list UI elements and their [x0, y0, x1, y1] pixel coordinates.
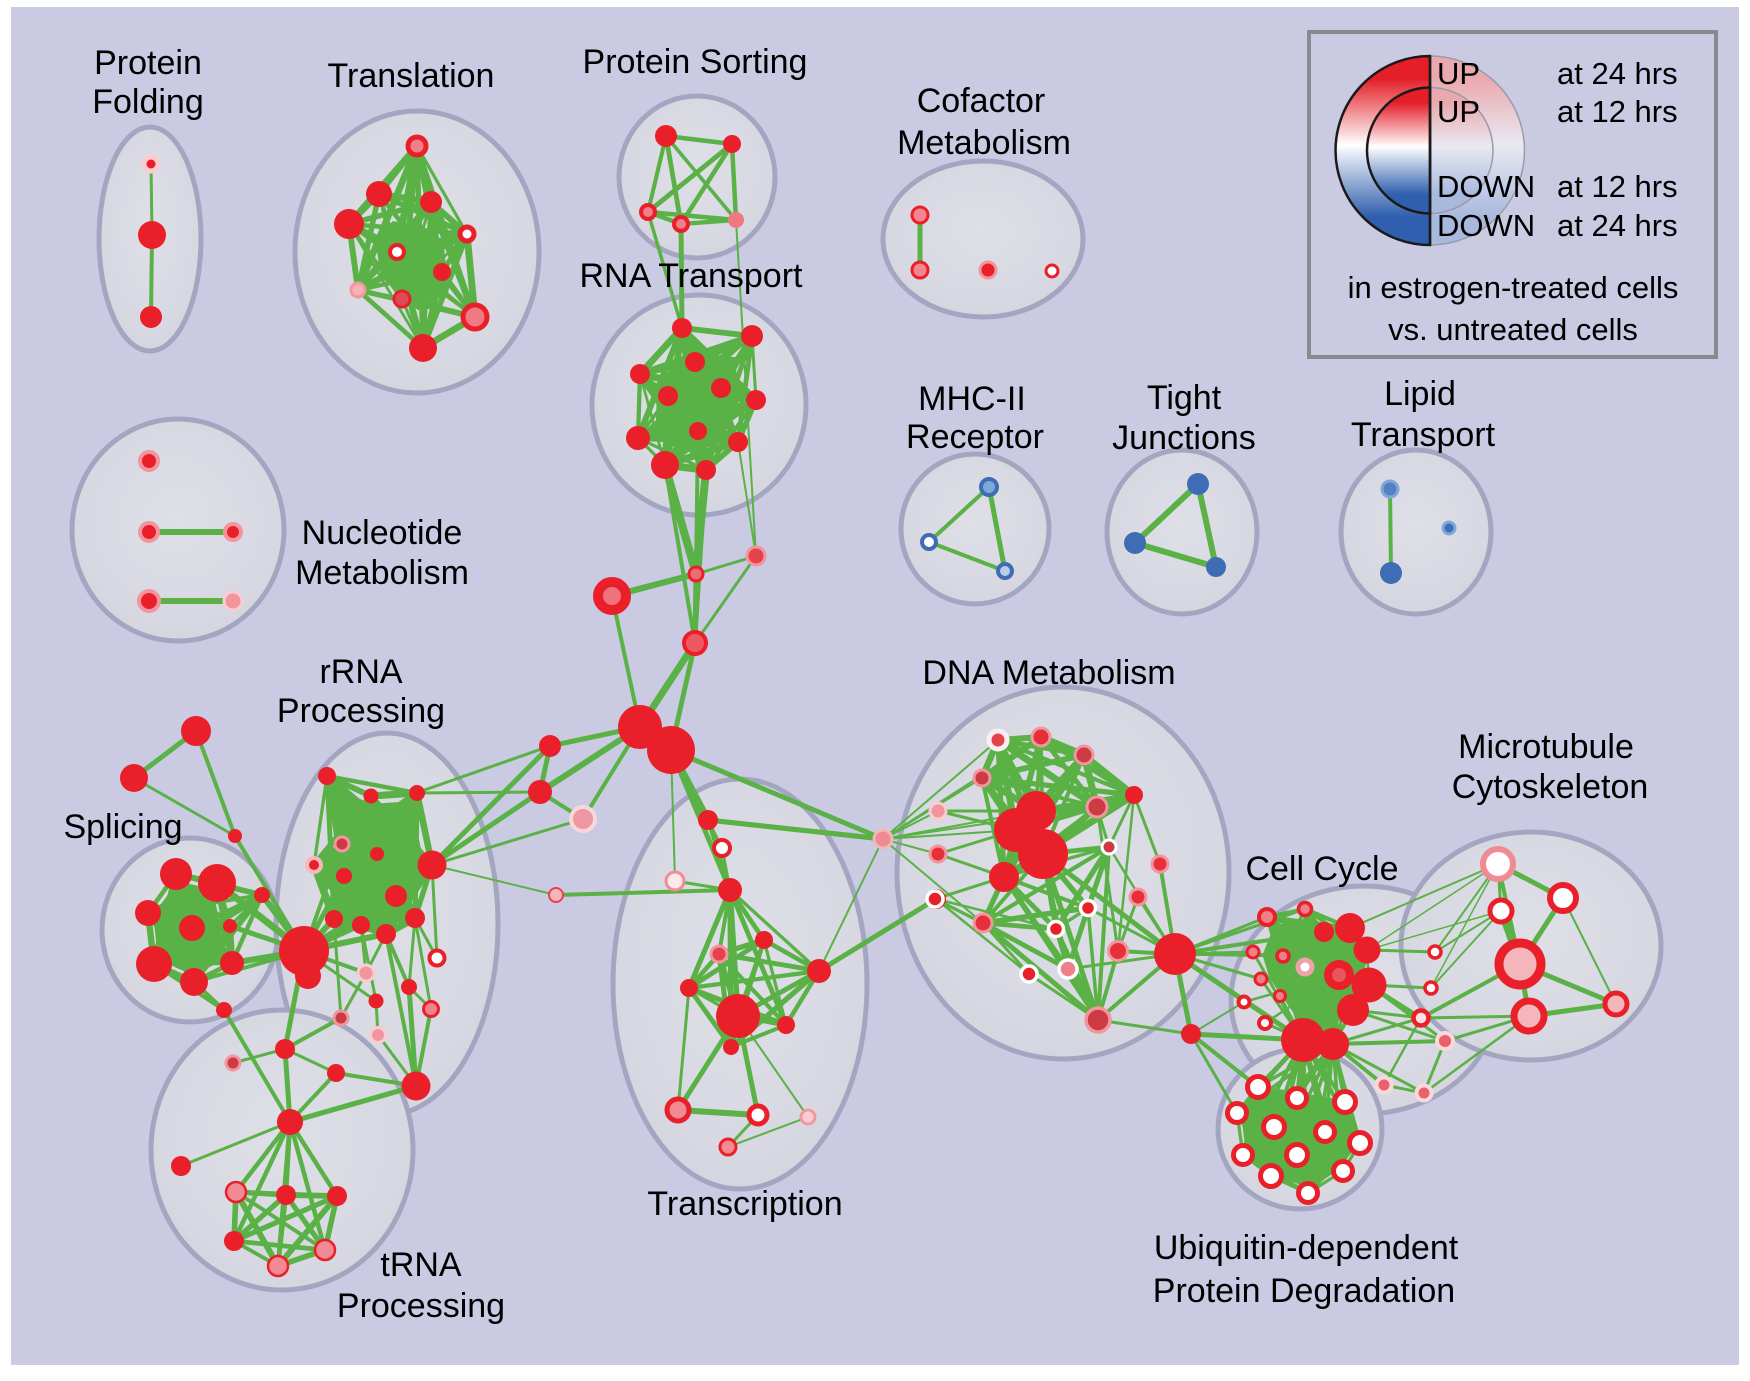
svg-text:Splicing: Splicing — [63, 808, 182, 846]
svg-text:UP: UP — [1437, 56, 1480, 91]
svg-text:DNA Metabolism: DNA Metabolism — [922, 654, 1175, 692]
svg-text:in estrogen-treated cells: in estrogen-treated cells — [1348, 270, 1679, 305]
svg-text:Processing: Processing — [337, 1287, 505, 1325]
svg-text:DOWN: DOWN — [1437, 208, 1535, 243]
svg-text:vs. untreated cells: vs. untreated cells — [1388, 312, 1638, 347]
svg-text:RNA Transport: RNA Transport — [580, 257, 804, 295]
svg-text:Metabolism: Metabolism — [295, 554, 469, 592]
svg-text:Protein Sorting: Protein Sorting — [583, 43, 808, 81]
svg-text:Transcription: Transcription — [647, 1185, 842, 1223]
svg-text:at 24 hrs: at 24 hrs — [1557, 208, 1678, 243]
svg-text:Cytoskeleton: Cytoskeleton — [1452, 768, 1649, 806]
svg-text:at 12 hrs: at 12 hrs — [1557, 94, 1678, 129]
svg-text:Metabolism: Metabolism — [897, 124, 1071, 162]
svg-text:Folding: Folding — [92, 83, 204, 121]
svg-text:Protein Degradation: Protein Degradation — [1153, 1272, 1455, 1310]
svg-text:Cell Cycle: Cell Cycle — [1245, 850, 1398, 888]
svg-text:tRNA: tRNA — [380, 1246, 462, 1284]
svg-text:Receptor: Receptor — [906, 418, 1044, 456]
svg-text:Processing: Processing — [277, 692, 445, 730]
svg-text:Transport: Transport — [1351, 416, 1496, 454]
svg-text:at 24 hrs: at 24 hrs — [1557, 56, 1678, 91]
svg-text:Tight: Tight — [1147, 379, 1222, 417]
svg-text:DOWN: DOWN — [1437, 169, 1535, 204]
svg-text:at 12 hrs: at 12 hrs — [1557, 169, 1678, 204]
svg-text:rRNA: rRNA — [319, 653, 402, 691]
svg-text:MHC-II: MHC-II — [918, 380, 1026, 418]
svg-text:Junctions: Junctions — [1112, 419, 1256, 457]
svg-text:Translation: Translation — [328, 57, 495, 95]
svg-text:Cofactor: Cofactor — [917, 82, 1046, 120]
svg-text:Protein: Protein — [94, 44, 202, 82]
svg-text:Nucleotide: Nucleotide — [302, 514, 463, 552]
svg-text:UP: UP — [1437, 94, 1480, 129]
svg-text:Lipid: Lipid — [1384, 375, 1456, 413]
svg-text:Ubiquitin-dependent: Ubiquitin-dependent — [1154, 1229, 1459, 1267]
svg-text:Microtubule: Microtubule — [1458, 728, 1634, 766]
